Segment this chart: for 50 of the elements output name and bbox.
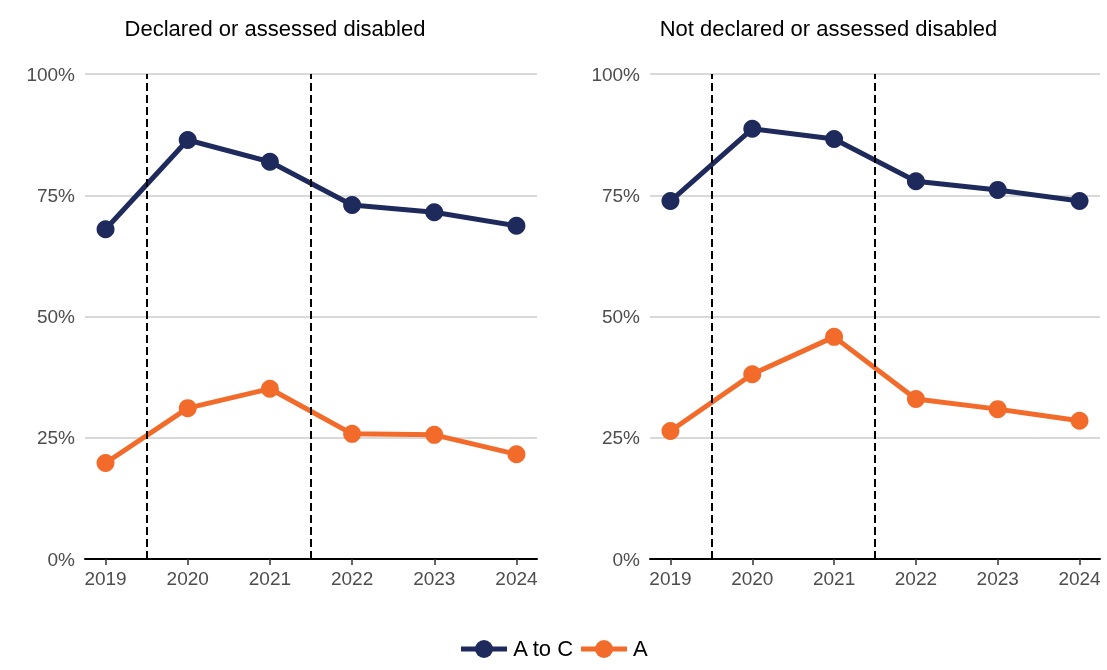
- y-tick-label: 50%: [36, 306, 76, 327]
- point: [825, 327, 844, 346]
- point: [96, 220, 115, 239]
- x-tick-label: 2024: [495, 568, 539, 589]
- point: [260, 152, 279, 171]
- x-tick-label: 2020: [731, 568, 774, 589]
- x-tick-label: 2024: [1058, 568, 1102, 589]
- point: [661, 192, 680, 211]
- legend-label: A: [633, 636, 648, 662]
- point: [906, 172, 925, 191]
- x-tick-label: 2022: [894, 568, 938, 589]
- y-tick-label: 75%: [601, 184, 641, 206]
- point: [96, 453, 115, 472]
- y-tick-label: 0%: [47, 548, 76, 570]
- point: [988, 400, 1007, 419]
- point: [906, 389, 925, 408]
- x-tick-label: 2022: [330, 568, 374, 589]
- point: [1070, 411, 1089, 430]
- x-tick-label: 2023: [413, 568, 456, 589]
- y-tick-label: 100%: [591, 63, 641, 85]
- chart-title: Declared or assessed disabled: [124, 15, 426, 41]
- point: [260, 379, 279, 398]
- y-tick-label: 50%: [601, 306, 641, 327]
- point: [825, 129, 844, 148]
- y-tick-label: 25%: [601, 427, 641, 449]
- point: [425, 203, 444, 222]
- y-tick-label: 25%: [36, 427, 76, 449]
- x-tick-label: 2021: [248, 568, 292, 589]
- y-tick-label: 100%: [26, 63, 76, 85]
- chart-title: Not declared or assessed disabled: [659, 15, 998, 41]
- point: [178, 399, 197, 418]
- y-tick-label: 0%: [612, 548, 641, 570]
- point: [661, 421, 680, 440]
- point: [743, 119, 762, 138]
- point: [343, 195, 362, 214]
- point: [743, 365, 762, 384]
- point: [425, 425, 444, 444]
- point: [343, 424, 362, 443]
- point: [1070, 192, 1089, 211]
- x-tick-label: 2020: [166, 568, 209, 589]
- point: [988, 180, 1007, 199]
- point: [178, 130, 197, 149]
- x-tick-label: 2023: [976, 568, 1019, 589]
- x-tick-label: 2019: [649, 568, 692, 589]
- y-tick-label: 75%: [36, 184, 76, 206]
- x-tick-label: 2021: [812, 568, 856, 589]
- legend-label: A to C: [513, 636, 574, 662]
- x-tick-label: 2019: [84, 568, 127, 589]
- point: [507, 445, 526, 464]
- point: [507, 216, 526, 235]
